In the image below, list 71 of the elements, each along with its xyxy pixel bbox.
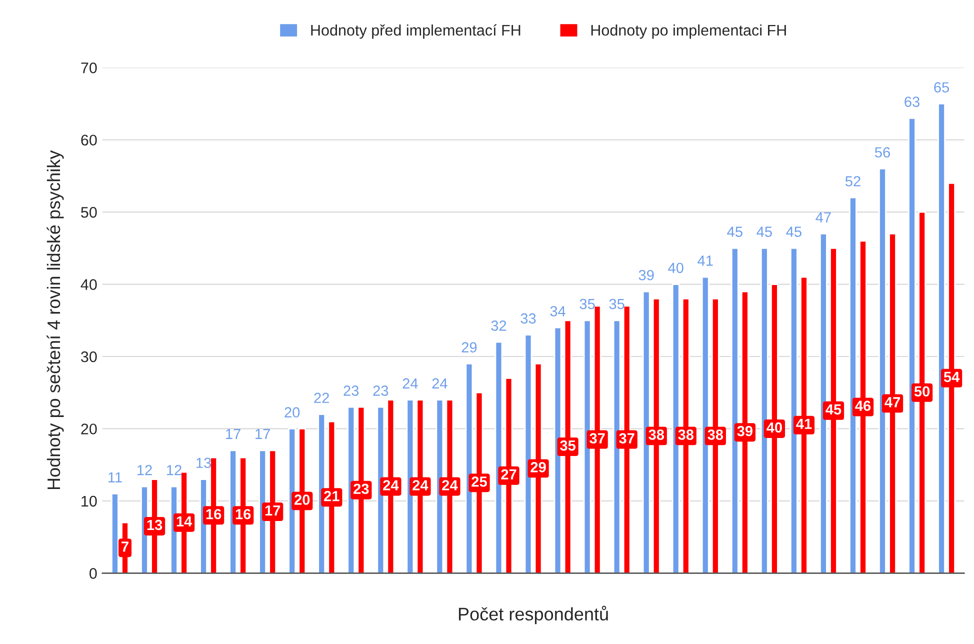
data-label: 16: [206, 508, 222, 520]
data-label: 27: [501, 469, 516, 480]
data-label: 41: [796, 418, 812, 429]
data-label: 41: [698, 256, 713, 266]
x-axis-title: Počet respondentů: [458, 606, 608, 624]
data-label: 12: [137, 464, 152, 476]
data-label: 37: [590, 433, 605, 444]
data-label: 47: [816, 212, 831, 222]
data-label: 29: [530, 462, 546, 472]
data-label: 38: [708, 430, 724, 440]
y-tick-label: 40: [80, 279, 97, 290]
data-label: 24: [432, 378, 448, 388]
data-label: 16: [236, 508, 251, 520]
data-label: 22: [314, 392, 329, 403]
data-label: 23: [344, 386, 359, 396]
data-label: 7: [122, 542, 128, 552]
legend-label: Hodnoty před implementací FH: [311, 24, 520, 39]
data-label: 24: [383, 480, 399, 490]
data-label: 35: [580, 298, 595, 310]
data-label: 54: [944, 372, 960, 382]
data-label: 17: [256, 428, 270, 440]
data-label: 29: [462, 342, 477, 353]
data-label: 23: [373, 386, 388, 396]
y-tick-label: 60: [81, 134, 97, 146]
data-label: 37: [619, 433, 634, 444]
data-label: 47: [884, 397, 900, 408]
y-tick-label: 0: [90, 568, 97, 579]
bar: [111, 493, 119, 574]
data-label: 17: [226, 428, 240, 440]
data-label: 45: [727, 226, 742, 237]
data-label: 34: [550, 306, 566, 316]
data-label: 45: [786, 226, 802, 237]
data-label: 20: [294, 494, 310, 505]
data-label: 56: [874, 147, 890, 158]
data-label: 11: [108, 472, 122, 482]
data-label: 46: [855, 400, 871, 411]
data-label: 23: [354, 484, 369, 494]
y-tick-label: 50: [81, 206, 97, 218]
data-label: 38: [678, 430, 694, 440]
y-tick-label: 30: [81, 351, 97, 362]
data-label: 13: [196, 458, 211, 468]
data-label: 21: [324, 490, 340, 502]
data-label: 24: [412, 480, 428, 490]
data-label: 45: [826, 404, 842, 415]
data-label: 45: [756, 226, 772, 237]
data-label: 35: [609, 298, 624, 310]
data-label: 50: [914, 386, 930, 397]
data-label: 12: [167, 464, 182, 476]
data-label: 14: [176, 516, 192, 526]
legend-label: Hodnoty po implementaci FH: [591, 24, 786, 39]
y-tick-label: 20: [81, 424, 97, 434]
y-tick-label: 70: [81, 62, 97, 74]
data-label: 40: [668, 262, 684, 274]
data-label: 39: [737, 426, 752, 436]
data-label: 25: [472, 476, 487, 487]
data-label: 24: [442, 480, 458, 490]
data-label: 40: [766, 422, 782, 433]
y-tick-label: 10: [82, 496, 97, 507]
data-label: 20: [284, 407, 300, 418]
data-label: 32: [491, 320, 506, 331]
data-label: 13: [147, 520, 162, 530]
y-axis-title: Hodnoty po sečtení 4 rovin lidské psychiky: [46, 150, 64, 490]
data-label: 38: [648, 430, 664, 440]
data-label: 17: [265, 506, 280, 516]
data-label: 63: [904, 96, 920, 107]
data-label: 33: [520, 313, 536, 324]
data-label: 39: [638, 270, 654, 280]
data-label: 65: [934, 82, 950, 93]
data-label: 52: [845, 176, 860, 186]
data-label: 24: [402, 378, 418, 388]
data-label: 35: [560, 440, 576, 451]
